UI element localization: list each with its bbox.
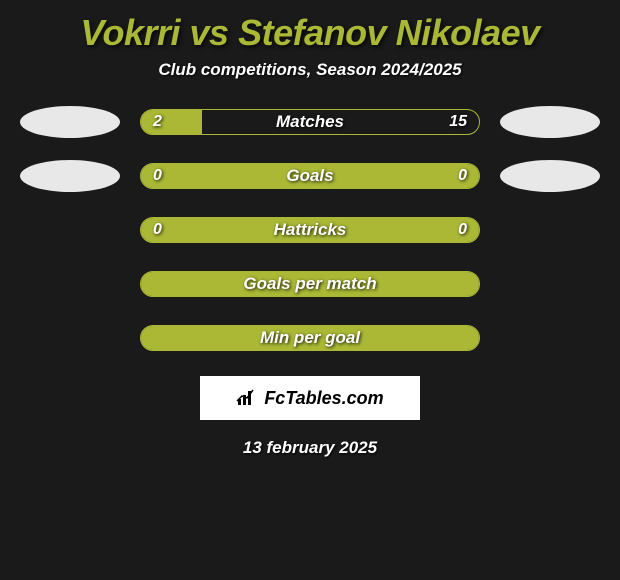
- stat-label: Goals: [141, 164, 479, 188]
- stat-value-right: 15: [449, 110, 467, 134]
- stat-label: Goals per match: [141, 272, 479, 296]
- stat-row: Goals per match: [0, 268, 620, 300]
- player-left-avatar: [20, 160, 120, 192]
- stat-row: Min per goal: [0, 322, 620, 354]
- stat-bar: 0Goals0: [140, 163, 480, 189]
- stat-label: Min per goal: [141, 326, 479, 350]
- logo-text: FcTables.com: [264, 388, 383, 409]
- stat-bar: Goals per match: [140, 271, 480, 297]
- stat-bar: 0Hattricks0: [140, 217, 480, 243]
- stat-value-right: 0: [458, 218, 467, 242]
- stat-value-right: 0: [458, 164, 467, 188]
- chart-icon: [236, 389, 258, 407]
- stat-row: 0Hattricks0: [0, 214, 620, 246]
- player-left-avatar: [20, 106, 120, 138]
- stat-label: Hattricks: [141, 218, 479, 242]
- stat-row: 2Matches15: [0, 106, 620, 138]
- stat-bar: 2Matches15: [140, 109, 480, 135]
- player-right-avatar: [500, 106, 600, 138]
- date-label: 13 february 2025: [0, 438, 620, 458]
- stat-row: 0Goals0: [0, 160, 620, 192]
- comparison-card: Vokrri vs Stefanov Nikolaev Club competi…: [0, 0, 620, 458]
- stat-label: Matches: [141, 110, 479, 134]
- subtitle: Club competitions, Season 2024/2025: [0, 60, 620, 106]
- source-logo: FcTables.com: [200, 376, 420, 420]
- page-title: Vokrri vs Stefanov Nikolaev: [0, 0, 620, 60]
- stat-bar: Min per goal: [140, 325, 480, 351]
- stat-rows: 2Matches150Goals00Hattricks0Goals per ma…: [0, 106, 620, 354]
- player-right-avatar: [500, 160, 600, 192]
